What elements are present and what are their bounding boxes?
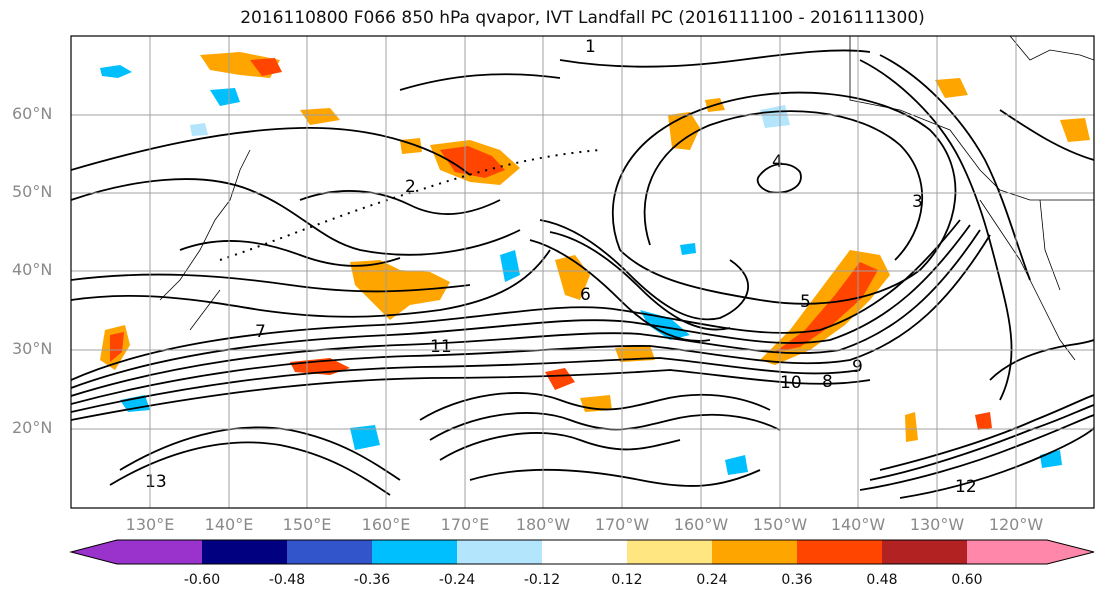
colorbar-tick-label: -0.36 bbox=[353, 572, 391, 588]
lon-label: 160°E bbox=[361, 515, 411, 534]
colorbar-segment bbox=[627, 540, 712, 564]
contour-label: 8 bbox=[822, 372, 833, 392]
map-title: 2016110800 F066 850 hPa qvapor, IVT Land… bbox=[240, 8, 925, 28]
contour-label: 9 bbox=[852, 357, 863, 377]
lat-label-20n: 20°N bbox=[12, 418, 53, 437]
colorbar-tick-label: 0.48 bbox=[866, 572, 898, 588]
contour-label: 4 bbox=[772, 152, 783, 172]
colorbar-tick-label: -0.60 bbox=[183, 572, 221, 588]
lon-label: 180°W bbox=[515, 515, 571, 534]
contour-label: 3 bbox=[912, 192, 923, 212]
lon-label: 150°E bbox=[282, 515, 332, 534]
contour-label: 10 bbox=[780, 373, 802, 393]
lat-label-60n: 60°N bbox=[12, 104, 53, 123]
coastlines bbox=[159, 36, 1094, 361]
colorbar-tick-label: 0.60 bbox=[951, 572, 983, 588]
lon-label: 170°E bbox=[440, 515, 490, 534]
colorbar-outline bbox=[69, 539, 1095, 565]
colorbar-segment bbox=[372, 540, 457, 564]
colorbar-tick-label: 0.24 bbox=[696, 572, 728, 588]
contour-label: 7 bbox=[255, 322, 266, 342]
contour-label: 11 bbox=[430, 337, 452, 357]
lon-label: 170°W bbox=[594, 515, 650, 534]
colorbar-segment bbox=[882, 540, 967, 564]
colorbar-segment bbox=[117, 540, 202, 564]
contour-label: 12 bbox=[955, 477, 977, 497]
colorbar-extend-low bbox=[71, 540, 117, 564]
lon-label: 130°E bbox=[125, 515, 175, 534]
colorbar-segment bbox=[797, 540, 882, 564]
colorbar-segment bbox=[542, 540, 627, 564]
colorbar-tick-label: 0.12 bbox=[611, 572, 643, 588]
contour-label: 1 bbox=[585, 37, 596, 57]
lon-label: 120°W bbox=[988, 515, 1044, 534]
lon-label: 140°E bbox=[204, 515, 254, 534]
lat-label-50n: 50°N bbox=[12, 182, 53, 201]
gridlines bbox=[71, 36, 1094, 508]
colorbar-segment bbox=[457, 540, 542, 564]
contour-label: 2 bbox=[405, 177, 416, 197]
lon-label: 160°W bbox=[673, 515, 729, 534]
contour-label: 13 bbox=[145, 472, 167, 492]
colorbar-tick-label: -0.12 bbox=[523, 572, 561, 588]
lon-label: 140°W bbox=[830, 515, 886, 534]
contour-label: 5 bbox=[800, 292, 811, 312]
lon-label: 130°W bbox=[909, 515, 965, 534]
lon-label: 150°W bbox=[752, 515, 808, 534]
map-frame bbox=[70, 35, 1095, 509]
qvapor-positive-fill bbox=[100, 52, 1090, 442]
colorbar-tick-label: -0.24 bbox=[438, 572, 476, 588]
ivt-contours bbox=[71, 49, 1094, 499]
lat-label-30n: 30°N bbox=[12, 339, 53, 358]
colorbar-extend-high bbox=[1047, 540, 1094, 564]
colorbar-segment bbox=[967, 540, 1047, 564]
colorbar-segment bbox=[712, 540, 797, 564]
colorbar bbox=[69, 539, 1095, 565]
colorbar-tick-label: -0.48 bbox=[268, 572, 306, 588]
colorbar-tick-label: 0.36 bbox=[781, 572, 813, 588]
qvapor-negative-fill bbox=[100, 65, 1062, 475]
lat-label-40n: 40°N bbox=[12, 260, 53, 279]
colorbar-segment bbox=[202, 540, 287, 564]
contour-label: 6 bbox=[580, 285, 591, 305]
colorbar-segment bbox=[287, 540, 372, 564]
